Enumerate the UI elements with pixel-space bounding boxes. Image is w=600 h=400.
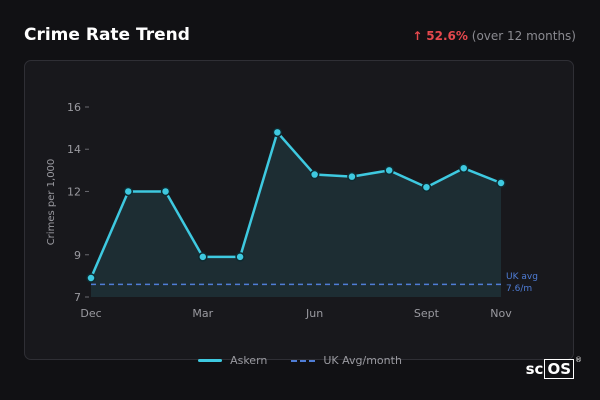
data-point-sept[interactable] — [421, 182, 432, 192]
y-tick-label: 12 — [67, 185, 81, 198]
uk-average-label: UK avg — [506, 272, 538, 282]
data-point-jun[interactable] — [309, 169, 320, 180]
legend-swatch-uk-avg — [291, 359, 316, 362]
data-point-feb[interactable] — [160, 186, 171, 197]
data-point-nov[interactable] — [496, 178, 506, 188]
uk-average-value-label: 7.6/m — [506, 284, 532, 294]
chart-card — [24, 60, 574, 360]
change-period: (over 12 months) — [471, 29, 576, 43]
data-point-jan[interactable] — [123, 186, 134, 197]
chart-title: Crime Rate Trend — [24, 25, 190, 45]
data-point-dec[interactable] — [86, 273, 96, 283]
change-indicator: ↑ 52.6% (over 12 months) — [412, 29, 576, 43]
legend-item-uk-avg[interactable]: UK Avg/month — [291, 354, 402, 367]
legend-label-uk-avg: UK Avg/month — [323, 354, 402, 367]
x-tick-label: Jun — [305, 307, 323, 320]
legend: Askern UK Avg/month — [0, 354, 600, 367]
change-percentage: 52.6% — [426, 29, 468, 43]
logo-boxed-text: OS — [544, 359, 574, 379]
trend-up-icon: ↑ — [412, 29, 423, 43]
data-point-aug[interactable] — [384, 165, 394, 176]
y-tick-label: 16 — [67, 101, 81, 114]
data-point-jul[interactable] — [347, 171, 357, 182]
data-point-oct[interactable] — [458, 163, 469, 173]
scos-logo: sc OS ® — [525, 356, 582, 379]
x-tick-label: Nov — [490, 307, 512, 320]
y-tick-label: 14 — [67, 143, 81, 156]
y-axis-label: Crimes per 1,000 — [46, 159, 57, 246]
series-area-askern — [91, 132, 501, 297]
x-tick-label: Mar — [192, 307, 213, 320]
data-point-mar[interactable] — [198, 252, 208, 262]
logo-registered-mark: ® — [575, 356, 582, 364]
y-tick-label: 7 — [74, 291, 81, 304]
legend-swatch-askern — [198, 359, 223, 362]
legend-label-askern: Askern — [230, 354, 268, 367]
series-line-askern — [89, 131, 502, 279]
x-tick-label: Dec — [80, 307, 101, 320]
data-point-apr[interactable] — [235, 252, 245, 262]
y-tick-label: 9 — [74, 249, 81, 262]
logo-text: sc — [525, 360, 544, 378]
data-point-may[interactable] — [272, 127, 283, 138]
legend-item-askern[interactable]: Askern — [198, 354, 267, 367]
x-tick-label: Sept — [414, 307, 440, 320]
